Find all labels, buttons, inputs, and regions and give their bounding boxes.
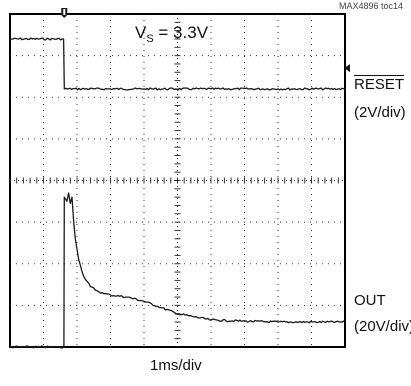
out-trace [9,192,346,349]
out-channel-name: OUT [354,292,386,309]
figure-id-label: MAX4896 toc14 [338,1,403,11]
trigger-marker-glyph [63,9,66,15]
supply-voltage-label: VS = 3.3V [135,23,209,45]
reset-channel-scale: (2V/div) [354,104,406,121]
level-marker-icon [344,64,350,73]
out-channel-scale: (20V/div) [354,318,411,335]
reset-channel-name: RESET [354,76,405,93]
reset-trace [10,37,346,91]
timebase-label: 1ms/div [150,357,202,374]
